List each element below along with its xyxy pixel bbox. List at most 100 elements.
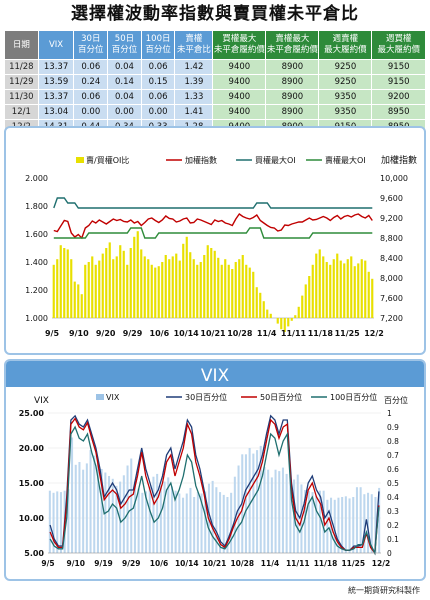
table-cell: 8950 (371, 104, 426, 120)
oi-ratio-bar (294, 315, 297, 318)
y-right-tick: 0 (387, 549, 392, 558)
oi-ratio-bar (63, 248, 66, 318)
vix-bar (178, 493, 181, 553)
vix-bar (278, 471, 281, 553)
vix-bar (193, 497, 196, 553)
oi-ratio-bar (269, 313, 272, 318)
vix-bar (48, 490, 51, 553)
y-right-tick: 0.8 (387, 437, 399, 446)
table-cell: 0.06 (140, 89, 176, 105)
oi-ratio-bar (276, 318, 279, 324)
oi-ratio-bar (266, 309, 269, 318)
vix-bar (159, 485, 162, 553)
vix-bar (115, 485, 118, 553)
y-right-tick: 1 (387, 409, 392, 418)
vix-bar (167, 477, 170, 553)
vix-bar (274, 469, 277, 553)
taiex-line (53, 213, 373, 240)
oi-ratio-bar (255, 287, 258, 318)
x-tick: 11/4 (257, 329, 277, 338)
x-tick: 11/18 (314, 559, 338, 568)
x-tick: 11/4 (261, 559, 279, 568)
oi-ratio-bar (234, 262, 237, 318)
oi-ratio-bar (329, 264, 332, 318)
vix-bar (67, 489, 70, 553)
col-header-put-call-ratio: 賣權 未平倉比 (174, 30, 214, 60)
x-tick: 9/20 (96, 329, 116, 338)
vix-bar (378, 487, 381, 553)
table-cell: 0.04 (107, 89, 142, 105)
vix-bar (174, 490, 177, 553)
vix-bar (145, 491, 148, 553)
x-tick: 11/18 (308, 329, 334, 338)
table-cell: 0.00 (73, 104, 109, 120)
oi-ratio-bar (112, 259, 115, 318)
vix-bar (189, 487, 192, 553)
oi-ratio-bar (220, 264, 223, 318)
vix-bar (148, 486, 151, 553)
oi-ratio-bar (115, 256, 118, 318)
oi-ratio-bar (325, 262, 328, 318)
vix-bar (119, 481, 122, 553)
y-left-tick: 25.00 (19, 409, 45, 418)
table-cell: 8900 (265, 104, 320, 120)
x-tick: 9/29 (122, 559, 140, 568)
y-right-tick: 7,600 (380, 294, 403, 303)
table-cell: 13.04 (37, 104, 75, 120)
oi-ratio-bar (136, 231, 139, 318)
table-row: 11/28 13.37 0.06 0.04 0.06 1.42 9400 8900 9250 91… (4, 59, 426, 75)
oi-ratio-bar (164, 255, 167, 318)
vix-bar (215, 487, 218, 553)
oi-ratio-bar (290, 318, 293, 321)
oi-ratio-bar (94, 264, 97, 318)
oi-ratio-bar (182, 243, 185, 318)
oi-ratio-bar (56, 259, 59, 318)
oi-ratio-bar (245, 264, 248, 318)
table-row: 11/30 13.37 0.06 0.04 0.06 1.33 9400 8900 9350 92… (4, 89, 426, 105)
vix-bar (78, 462, 81, 553)
table-cell: 0.15 (140, 74, 176, 90)
oi-ratio-bar (357, 263, 360, 318)
y-right-tick: 9,200 (380, 214, 403, 223)
oi-ratio-bar (315, 253, 318, 318)
oi-ratio-bar (297, 306, 300, 318)
col-header-date: 日期 (4, 30, 39, 60)
oi-ratio-bar (367, 271, 370, 318)
oi-ratio-bar (150, 264, 153, 318)
vix-bar (333, 499, 336, 553)
oi-ratio-bar (147, 259, 150, 318)
table-cell: 9400 (212, 89, 267, 105)
oi-ratio-bar (304, 284, 307, 318)
table-row: 11/29 13.59 0.24 0.14 0.15 1.39 9400 8900 9250 91… (4, 74, 426, 90)
oi-ratio-bar (59, 245, 62, 318)
oi-ratio-bar (196, 264, 199, 318)
col-header-50d: 50日 百分位 (107, 30, 142, 60)
legend-label: 30日百分位 (185, 392, 227, 402)
vix-bar (311, 492, 314, 553)
vix-bar (182, 497, 185, 553)
legend-label: 賣/買權OI比 (86, 155, 129, 165)
table-cell: 0.06 (73, 89, 109, 105)
x-tick: 10/6 (150, 329, 170, 338)
y-right-tick: 9,600 (380, 194, 403, 203)
oi-ratio-bar (126, 264, 129, 318)
vix-bar (85, 463, 88, 553)
vix-bar (200, 493, 203, 553)
oi-ratio-chart-svg: 賣/買權OI比 加權指數 買權最大OI 賣權最大OI 加權指數 2.000 1.800 1.6… (25, 154, 417, 338)
vix-bar (259, 445, 262, 553)
col-header-weekly-call-max: 週買權 最大履約價 (371, 30, 426, 60)
oi-ratio-bar (318, 249, 321, 318)
oi-ratio-bar (259, 292, 262, 318)
x-tick: 12/2 (364, 329, 384, 338)
page-title: 選擇權波動率指數與賣買權未平倉比 (71, 4, 359, 24)
y-left-tick: 20.00 (19, 444, 45, 453)
table-cell: 11/29 (4, 74, 39, 90)
oi-ratio-bar (213, 250, 216, 318)
table-cell: 9350 (318, 104, 373, 120)
table-cell: 13.59 (37, 74, 75, 90)
vix-bar (59, 492, 62, 553)
vix-chart-svg: VIX VIX 30日百分位 50日百分位 100日百分位 VIX 百分位 25.00 20.0… (6, 361, 424, 568)
y-right-tick: 8,000 (380, 274, 403, 283)
y-right-tick: 0.4 (387, 493, 399, 502)
y-right-tick: 0.1 (387, 535, 399, 544)
